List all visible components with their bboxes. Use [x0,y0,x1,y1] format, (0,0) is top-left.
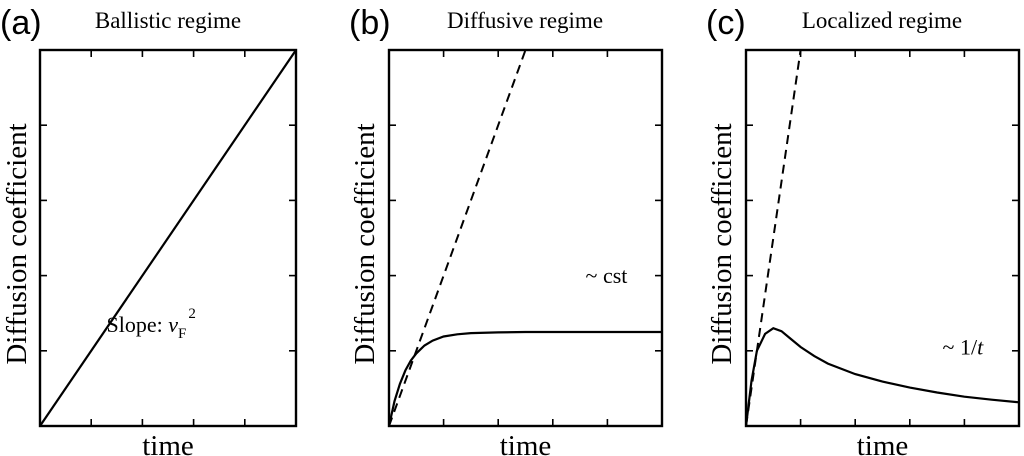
solid-series-line [40,50,296,426]
chart-panel-2: (b) Diffusive regime time Diffusion coeffic… [349,4,664,456]
panel-label: (c) [706,4,746,42]
panel-label: (a) [0,4,42,42]
y-axis-label: Diffusion coefficient [706,123,738,364]
annotation-label: ~ 1/t [943,335,985,360]
x-axis-label: time [500,430,552,456]
plot-frame [38,48,298,428]
dashed-series-line [389,50,527,426]
solid-series-line [389,330,662,426]
plot-frame [744,48,1021,428]
x-axis-label: time [857,430,909,456]
panel-label: (b) [349,4,391,42]
solid-series-line [746,326,1019,426]
y-axis-label: Diffusion coefficient [1,123,33,364]
x-axis-label: time [142,430,194,456]
chart-title: Ballistic regime [95,8,241,33]
chart-title: Localized regime [802,8,962,33]
annotation-label: Slope: vF2 [107,306,196,342]
chart-panel-1: (a) Ballistic regime time Diffusion coeffic… [0,4,298,456]
chart-panel-3: (c) Localized regime time Diffusion coeffic… [706,4,1021,456]
annotation-label: ~ cst [586,263,628,288]
chart-title: Diffusive regime [447,8,603,33]
plot-frame [387,48,664,428]
y-axis-label: Diffusion coefficient [349,123,381,364]
